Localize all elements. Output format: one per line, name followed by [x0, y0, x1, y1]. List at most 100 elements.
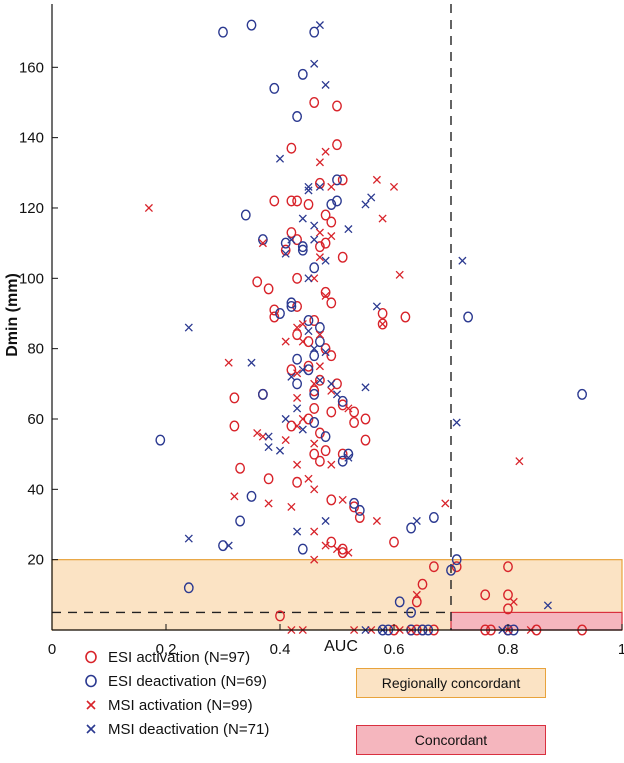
- data-point: [309, 26, 320, 38]
- data-point: [252, 276, 263, 288]
- data-point: [310, 555, 319, 564]
- data-point: [309, 388, 320, 400]
- data-point: [406, 522, 416, 534]
- data-point: [315, 228, 324, 237]
- data-point: [303, 413, 314, 425]
- data-point: [377, 318, 388, 330]
- data-point: [337, 547, 348, 559]
- data-point: [378, 319, 387, 329]
- data-point: [327, 232, 336, 241]
- data-point: [395, 270, 404, 279]
- data-point: [292, 111, 302, 123]
- data-point: [257, 388, 268, 400]
- data-point: [361, 200, 370, 209]
- legend-item-msi-deactivation: MSI deactivation (N=71): [82, 717, 269, 741]
- data-point: [269, 82, 280, 94]
- data-point: [298, 214, 307, 223]
- data-point: [264, 443, 273, 452]
- data-point: [344, 453, 353, 462]
- legend-label: ESI activation (N=97): [108, 648, 251, 666]
- data-point: [337, 395, 348, 407]
- data-point: [372, 516, 381, 526]
- data-point: [389, 536, 399, 548]
- data-point: [344, 225, 353, 234]
- data-point: [303, 198, 314, 210]
- data-point: [297, 241, 308, 253]
- data-point: [275, 154, 285, 163]
- data-point: [293, 404, 302, 413]
- data-point: [389, 182, 399, 191]
- data-point: [463, 311, 473, 323]
- data-point: [412, 590, 421, 599]
- data-point: [253, 428, 262, 438]
- data-point: [314, 322, 325, 334]
- data-point: [309, 448, 320, 460]
- y-tick-label: 20: [27, 552, 44, 569]
- data-point: [303, 364, 314, 376]
- data-point: [304, 474, 313, 483]
- data-point: [360, 413, 371, 425]
- data-point: [304, 274, 313, 283]
- data-point: [326, 216, 337, 228]
- red-x-marker-icon: [86, 700, 96, 710]
- data-point: [224, 541, 233, 550]
- data-point: [320, 209, 331, 221]
- data-point: [321, 147, 330, 156]
- data-point: [229, 392, 240, 404]
- data-point: [229, 420, 240, 432]
- data-point: [280, 237, 291, 249]
- data-point: [406, 606, 416, 618]
- data-point: [314, 336, 325, 348]
- series-0: [229, 96, 587, 636]
- regions-layer: [51, 559, 623, 631]
- data-point: [577, 388, 587, 400]
- data-point: [327, 386, 336, 395]
- points-layer: [144, 19, 587, 636]
- data-point: [372, 302, 381, 311]
- data-point: [298, 414, 307, 424]
- data-point: [509, 597, 518, 606]
- data-point: [304, 327, 313, 336]
- data-point: [360, 434, 371, 446]
- data-point: [321, 541, 330, 550]
- data-point: [303, 315, 314, 327]
- data-point: [286, 300, 297, 312]
- data-point: [332, 139, 342, 151]
- data-point: [309, 262, 320, 274]
- data-point: [332, 100, 342, 112]
- legend-label: MSI deactivation (N=71): [108, 720, 270, 738]
- data-point: [297, 68, 308, 80]
- data-point: [286, 227, 297, 239]
- data-point: [344, 548, 353, 557]
- data-point: [309, 350, 320, 362]
- data-point: [246, 19, 257, 31]
- legend: ESI activation (N=97) ESI deactivation (…: [82, 645, 269, 741]
- data-point: [378, 214, 387, 223]
- data-point: [310, 235, 319, 244]
- data-point: [293, 369, 302, 378]
- legend-label: MSI activation (N=99): [108, 696, 253, 714]
- data-point: [400, 311, 411, 323]
- data-point: [269, 311, 280, 323]
- data-point: [218, 26, 228, 38]
- blue-x-marker-icon: [86, 724, 96, 734]
- data-point: [297, 244, 308, 256]
- data-point: [337, 448, 348, 460]
- data-point: [286, 364, 297, 376]
- reference-lines: [52, 4, 452, 630]
- x-axis-title: AUC: [324, 638, 358, 655]
- data-point: [310, 221, 319, 230]
- data-point: [286, 420, 297, 432]
- data-point: [349, 406, 359, 418]
- data-point: [293, 393, 302, 402]
- data-point: [292, 300, 302, 312]
- data-point: [183, 582, 194, 594]
- data-point: [304, 182, 313, 191]
- data-point: [286, 195, 297, 207]
- data-point: [297, 543, 308, 555]
- data-point: [144, 203, 153, 213]
- data-point: [293, 323, 302, 332]
- data-point: [452, 418, 461, 427]
- y-tick-label: 120: [19, 200, 44, 217]
- y-tick-label: 40: [27, 481, 44, 498]
